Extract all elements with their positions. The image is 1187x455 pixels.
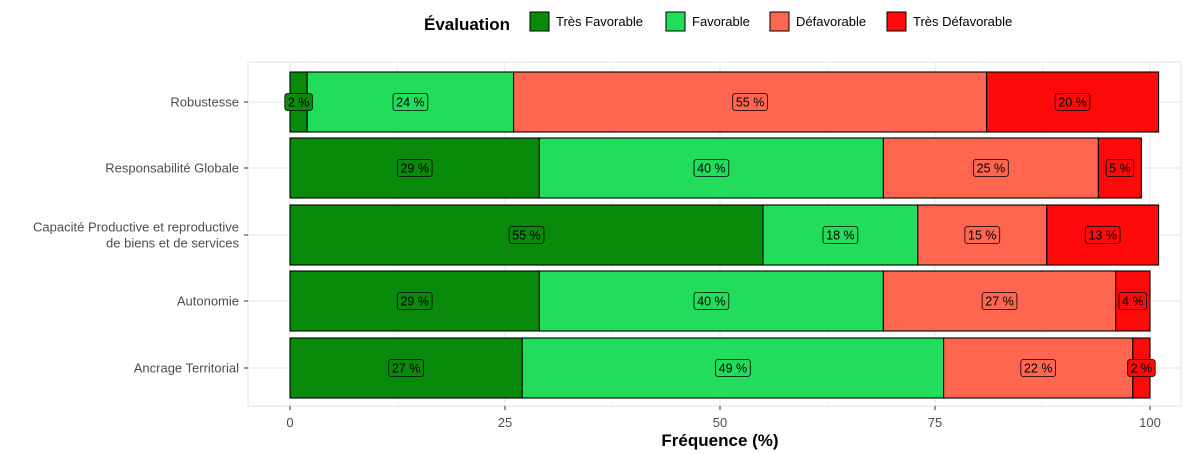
y-axis: Robustesse Responsabilité Globale Capacité… — [33, 95, 248, 376]
data-label-box — [693, 292, 730, 310]
data-labels-layer: 2 % 24 % 55 % 20 % 29 % 40 % 25 % 5 % 55 % 18 % 15… — [284, 93, 1156, 377]
data-label: 2 % — [288, 96, 310, 110]
data-label: 29 % — [400, 162, 429, 176]
data-label-box — [1118, 292, 1148, 310]
data-label: 13 % — [1088, 229, 1117, 243]
data-label: 20 % — [1058, 96, 1087, 110]
bars-layer — [289, 71, 1160, 399]
y-tick-label: Responsabilité Globale — [105, 161, 239, 176]
data-label: 27 % — [392, 362, 421, 376]
data-label-box — [973, 159, 1009, 177]
legend-key — [886, 11, 907, 32]
data-label: 40 % — [697, 295, 726, 309]
data-label: 27 % — [985, 295, 1014, 309]
data-label: 4 % — [1122, 295, 1144, 309]
x-tick-label: 100 — [1139, 415, 1161, 430]
data-label: 18 % — [826, 229, 855, 243]
legend-label: Défavorable — [796, 14, 866, 29]
legend-label: Très Favorable — [556, 14, 643, 29]
x-tick-label: 0 — [286, 415, 293, 430]
data-label: 25 % — [977, 162, 1006, 176]
data-label-box — [284, 93, 313, 111]
data-label: 49 % — [719, 362, 748, 376]
data-label-box — [732, 93, 768, 111]
y-tick-label: Robustesse — [170, 95, 239, 110]
data-label-box — [396, 292, 433, 310]
x-axis-title: Fréquence (%) — [661, 431, 778, 450]
data-label-box — [1054, 93, 1091, 111]
bar-segment — [289, 270, 540, 332]
data-label: 15 % — [968, 229, 997, 243]
data-label: 2 % — [1131, 362, 1153, 376]
legend-title: Évaluation — [424, 15, 510, 34]
data-label-box — [1127, 359, 1156, 377]
data-label-box — [981, 292, 1018, 310]
data-label-box — [388, 359, 424, 377]
legend-label: Très Défavorable — [913, 14, 1012, 29]
x-axis: Fréquence (%) 0 25 50 75 100 — [286, 406, 1161, 450]
data-label-box — [392, 93, 429, 111]
data-label-box — [508, 226, 545, 244]
data-label-box — [693, 159, 730, 177]
y-tick-label: Capacité Productive et reproductive de bi… — [33, 220, 239, 251]
data-label: 29 % — [400, 295, 429, 309]
y-tick-label: Ancrage Territorial — [134, 361, 239, 376]
plot-panel-border — [247, 61, 1182, 407]
data-label-box — [715, 359, 751, 377]
legend: Évaluation Très Favorable Favorable Défavo… — [424, 11, 1012, 34]
legend-key — [769, 11, 790, 32]
y-tick-label: Autonomie — [177, 294, 239, 309]
data-label-box — [1105, 159, 1135, 177]
x-tick-label: 50 — [713, 415, 727, 430]
data-label-box — [1020, 359, 1056, 377]
data-label: 24 % — [396, 96, 425, 110]
data-label-box — [396, 159, 433, 177]
data-label-box — [964, 226, 1001, 244]
data-label-box — [1084, 226, 1121, 244]
data-label: 5 % — [1109, 162, 1131, 176]
data-label: 55 % — [512, 229, 541, 243]
legend-label: Favorable — [692, 14, 750, 29]
data-label: 22 % — [1024, 362, 1053, 376]
data-label-box — [822, 226, 859, 244]
data-label: 40 % — [697, 162, 726, 176]
x-tick-label: 75 — [928, 415, 942, 430]
legend-key — [529, 11, 550, 32]
legend-key — [665, 11, 686, 32]
data-label: 55 % — [736, 96, 765, 110]
x-tick-label: 25 — [498, 415, 512, 430]
